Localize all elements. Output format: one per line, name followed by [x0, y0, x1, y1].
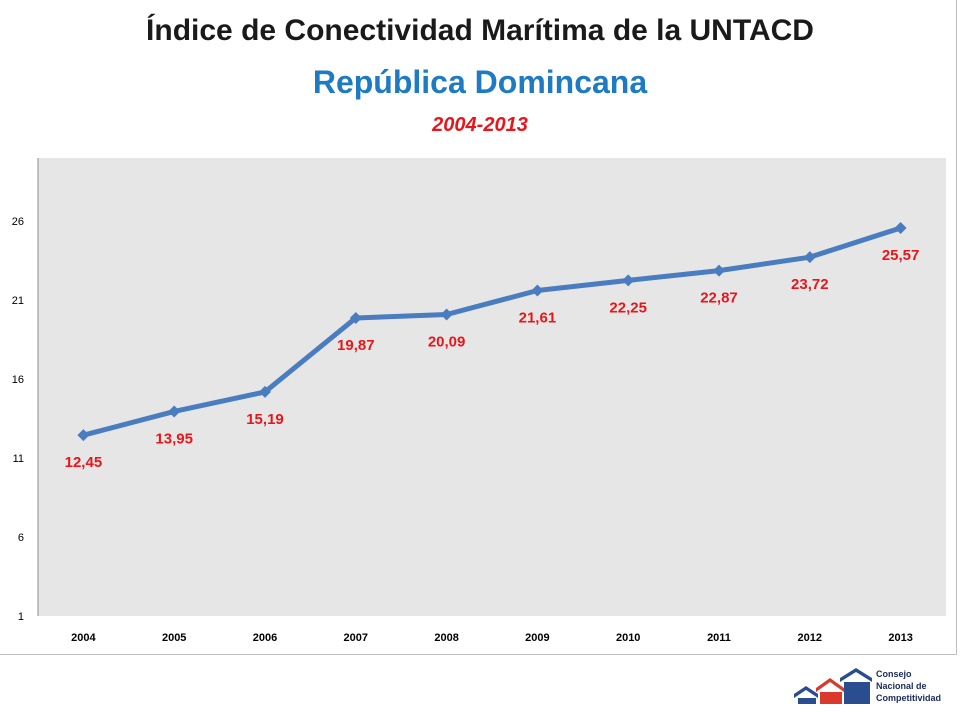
x-tick-label: 2005	[162, 632, 186, 644]
data-point-marker	[713, 264, 725, 277]
data-label: 23,72	[791, 276, 829, 293]
x-tick-label: 2012	[798, 632, 822, 644]
data-label: 12,45	[65, 454, 103, 471]
data-label: 13,95	[155, 430, 193, 447]
y-tick-label: 1	[18, 611, 24, 623]
x-tick-label: 2008	[434, 632, 458, 644]
series-markers	[77, 221, 907, 442]
x-tick-label: 2009	[525, 632, 549, 644]
data-label: 21,61	[519, 310, 557, 327]
data-label: 22,25	[609, 299, 647, 316]
data-point-marker	[168, 405, 181, 418]
data-label: 19,87	[337, 337, 375, 354]
y-tick-label: 11	[13, 453, 24, 465]
x-tick-label: 2004	[71, 632, 96, 644]
data-label: 22,87	[700, 290, 738, 307]
data-labels: 12,45 13,95 15,19 19,87 20,09 21,61 22,25 22,87…	[65, 247, 920, 471]
plot-area	[38, 158, 946, 616]
logo-text: Consejo Nacional de Competitividad	[876, 668, 960, 704]
data-point-marker	[259, 385, 271, 398]
chart-subtitle: República Domincana	[312, 64, 648, 100]
data-label: 15,19	[246, 411, 284, 428]
x-tick-label: 2007	[344, 632, 368, 644]
y-tick-label: 6	[18, 532, 24, 544]
data-point-marker	[349, 311, 362, 324]
data-point-marker	[622, 274, 635, 287]
data-point-marker	[440, 308, 453, 321]
data-point-marker	[894, 221, 907, 234]
consejo-logo: Consejo Nacional de Competitividad	[790, 664, 960, 714]
data-point-marker	[803, 251, 816, 264]
series-line	[80, 225, 904, 438]
x-tick-label: 2010	[616, 632, 640, 644]
chart-frame	[0, 0, 957, 655]
data-label: 20,09	[428, 334, 466, 351]
x-axis-ticks: 2004 2005 2006 2007 2008 2009 2010 2011 2012 2013	[71, 632, 913, 644]
y-tick-label: 21	[12, 295, 24, 307]
chart-period: 2004-2013	[432, 114, 528, 136]
data-label: 25,57	[882, 247, 920, 264]
logo-line-3: Competitividad	[876, 693, 942, 703]
logo-mark-icon	[794, 668, 872, 704]
logo-line-1: Consejo	[876, 669, 912, 679]
x-tick-label: 2011	[707, 632, 731, 644]
x-tick-label: 2006	[253, 632, 277, 644]
y-tick-label: 26	[12, 216, 24, 228]
data-point-marker	[531, 284, 544, 297]
data-point-marker	[77, 429, 90, 442]
y-tick-label: 16	[12, 374, 24, 386]
logo-line-2: Nacional de	[876, 681, 927, 691]
chart-title: Índice de Conectividad Marítima de la UN…	[146, 14, 814, 47]
x-tick-label: 2013	[888, 632, 912, 644]
